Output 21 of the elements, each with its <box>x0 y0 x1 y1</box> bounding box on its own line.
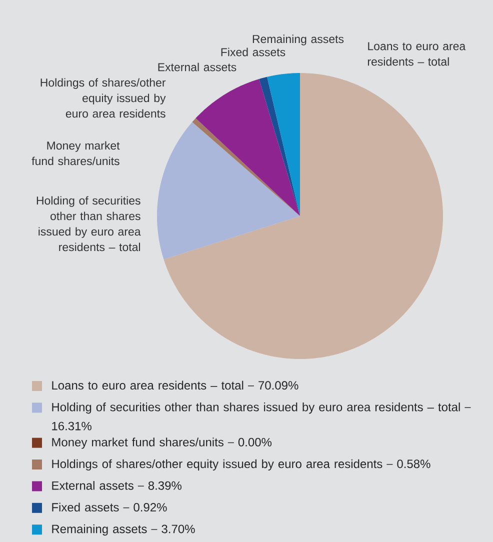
legend-label: Holdings of shares/other equity issued by euro area residents <box>52 459 382 471</box>
slice-label: Holdings of shares/other equity issued by euro area residents <box>40 78 166 118</box>
legend-label: Loans to euro area residents – total <box>52 380 244 390</box>
data-label: 16.31% <box>52 422 92 430</box>
slice-label: Holding of securities other than shares issued by euro area residents – total <box>36 196 141 252</box>
text: 0.00% <box>238 438 272 446</box>
legend-label: Holding of securities other than shares issued by euro area residents – total <box>52 402 460 414</box>
legend-label: Remaining assets <box>52 524 147 536</box>
legend-label: External assets <box>52 481 134 490</box>
data-label: 8.39% <box>148 481 182 490</box>
legend-label: Money market fund shares/units <box>52 438 224 449</box>
data-label: 0.92% <box>134 503 167 512</box>
legend-label: Fixed assets <box>52 502 119 512</box>
category-label: Money market fund shares/units <box>32 141 120 166</box>
slice-label: External assets <box>158 62 236 72</box>
data-label: 0.58% <box>397 460 430 468</box>
slice-label: Loans to euro area residents – total <box>368 42 466 66</box>
slice-label: Fixed assets <box>221 48 286 56</box>
data-label: 3.70% <box>162 524 195 534</box>
slice-label: Remaining assets <box>252 34 344 46</box>
data-label: 70.09% <box>258 381 298 390</box>
